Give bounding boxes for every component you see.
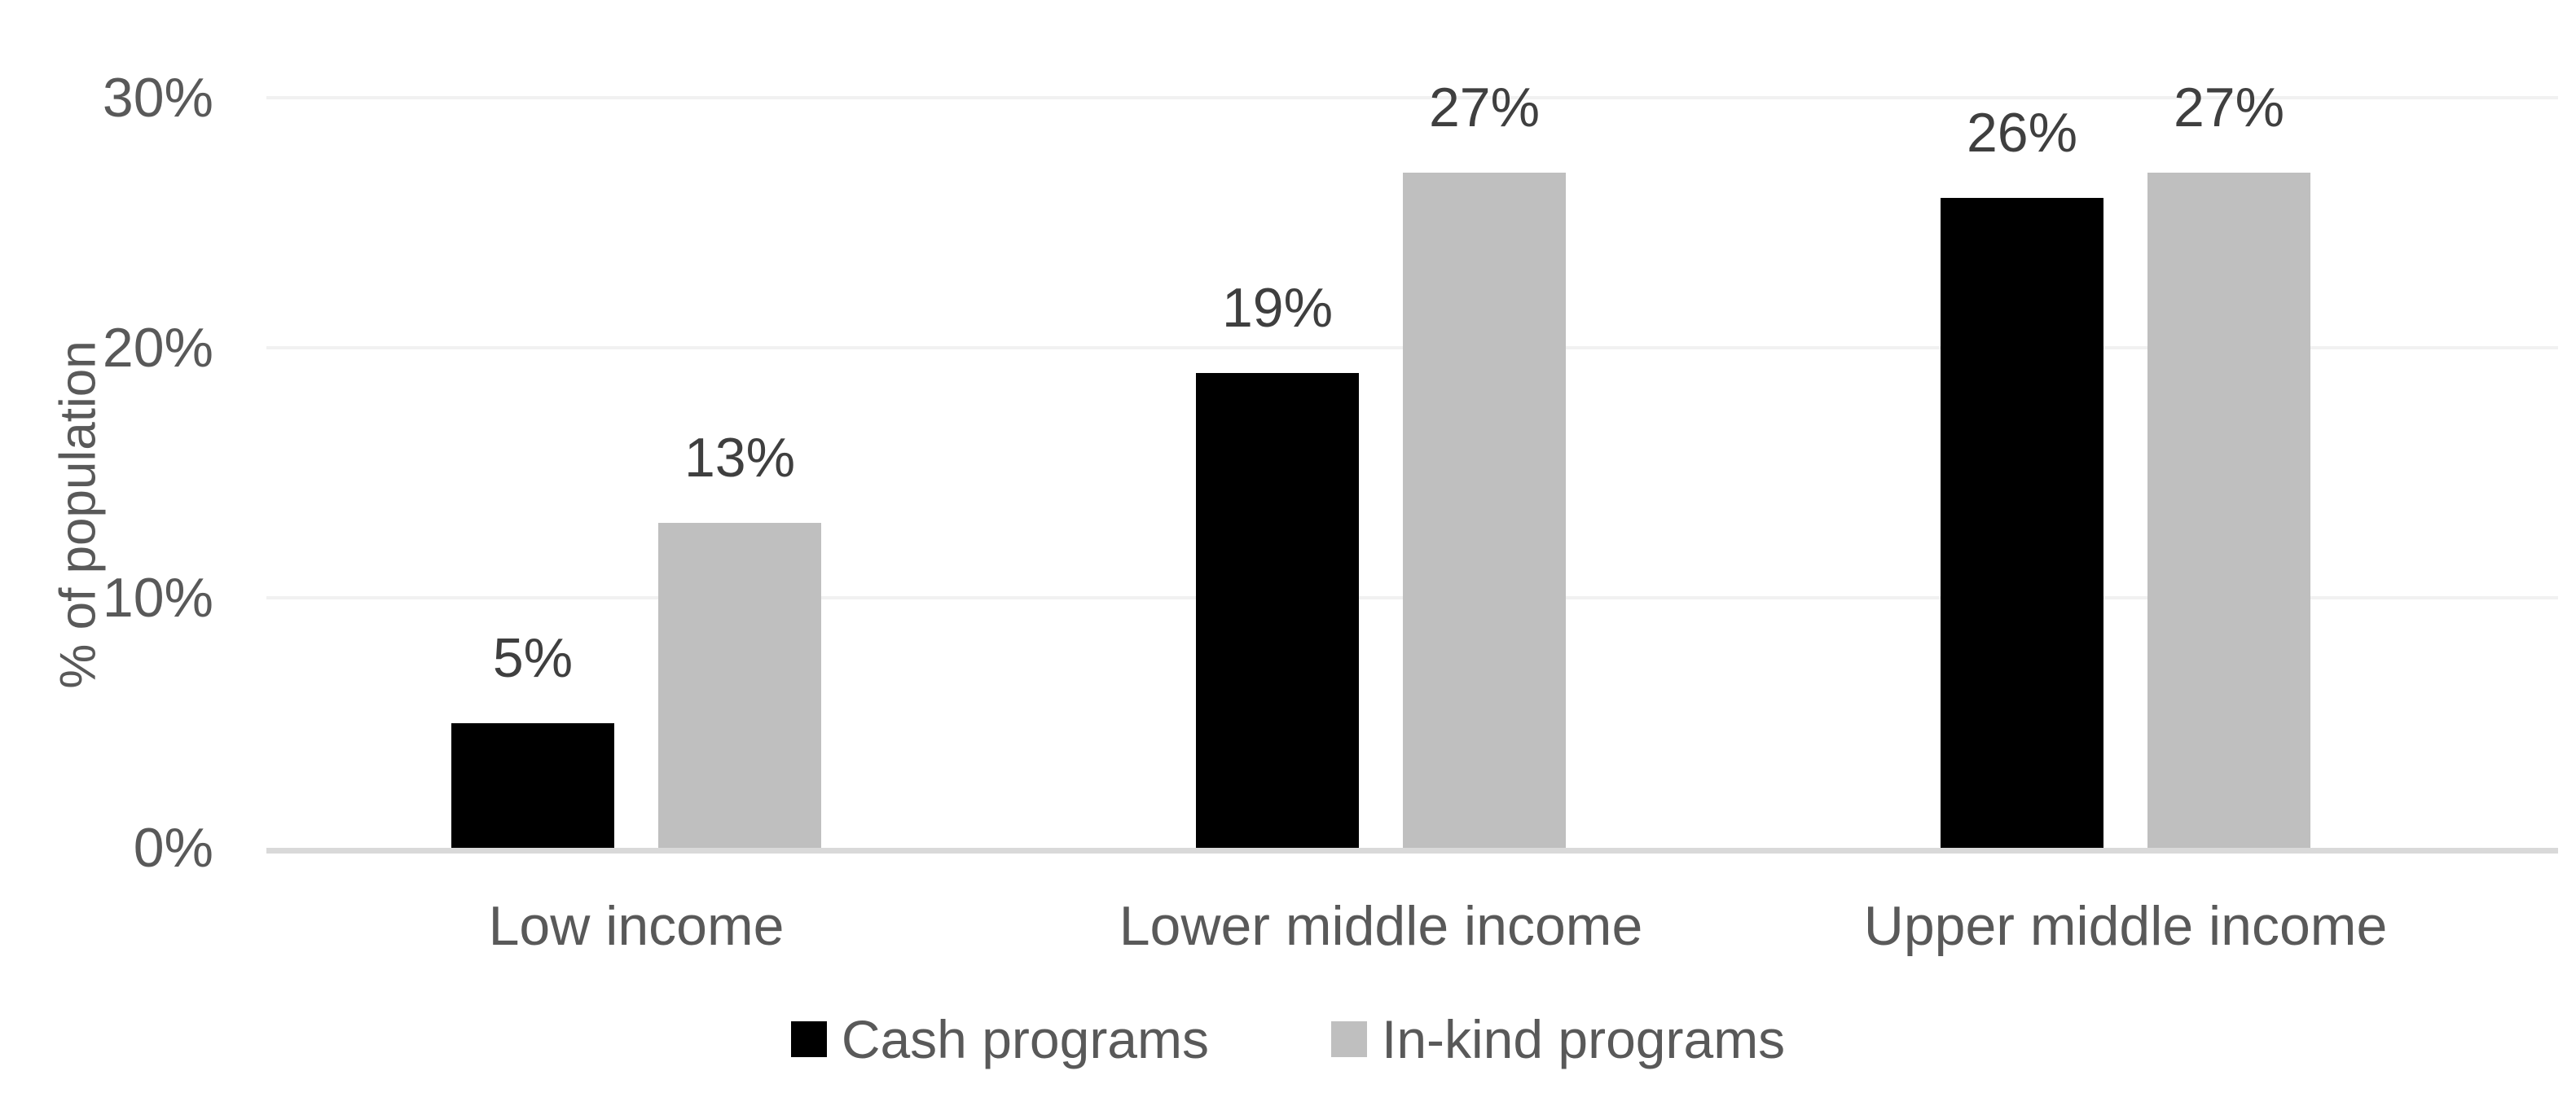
bar-inkind [1403,173,1566,848]
bar-inkind [2147,173,2310,848]
plot-area: 5% 13% 19% 27% 26% 27% [266,0,2558,854]
gridline [266,96,2558,99]
legend-swatch-cash [790,1021,827,1057]
bar-value-label: 19% [1221,276,1334,339]
y-axis-title: % of population [50,340,107,689]
bar-value-label: 27% [1428,77,1541,139]
legend-item: In-kind programs [1330,1008,1786,1070]
legend-label: In-kind programs [1381,1009,1786,1069]
legend: Cash programs In-kind programs [0,1008,2576,1070]
bar-cash [1196,372,1359,848]
bar-value-label: 27% [2173,77,2285,139]
y-tick-label: 10% [102,567,213,629]
bar-cash [1941,197,2103,848]
legend-label: Cash programs [841,1009,1209,1069]
bar-inkind [658,522,821,848]
bar-cash [451,722,614,848]
x-axis-label: Low income [488,895,785,957]
y-tick-label: 30% [102,67,213,129]
y-tick-label: 20% [102,317,213,379]
legend-swatch-inkind [1330,1021,1367,1057]
legend-item: Cash programs [790,1008,1209,1070]
bar-value-label: 13% [684,426,796,489]
y-tick-label: 0% [133,817,213,879]
bar-value-label: 26% [1966,101,2078,164]
x-axis-line [266,848,2558,854]
bar-value-label: 5% [492,626,574,689]
x-axis-label: Lower middle income [1119,895,1643,957]
x-axis-label: Upper middle income [1863,895,2388,957]
